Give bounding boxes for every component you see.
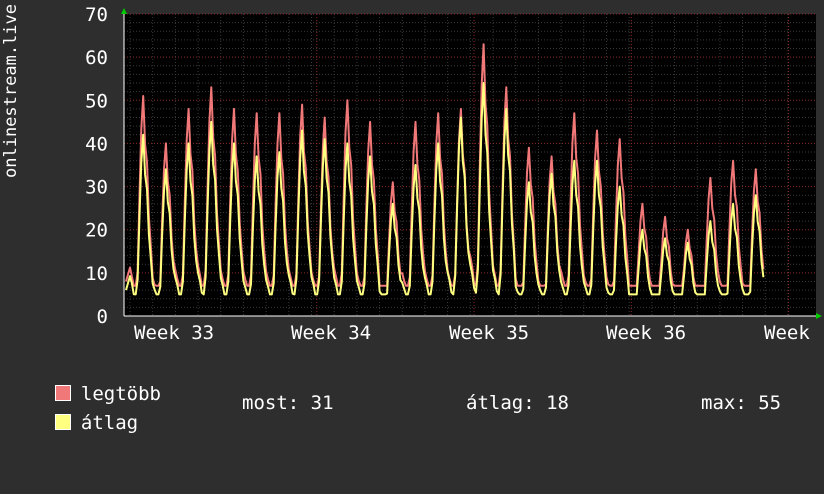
grid [124, 13, 816, 316]
stat-max: max: 55 [701, 392, 782, 414]
y-tick-label: 50 [85, 90, 108, 112]
y-axis-arrow-icon [121, 8, 127, 14]
x-axis-arrow-icon [816, 313, 822, 319]
legend-swatch-max [54, 385, 71, 401]
stat-average: átlag: 18 [466, 392, 569, 414]
y-tick-label: 60 [85, 47, 108, 69]
y-tick-label: 0 [97, 306, 108, 328]
x-tick-label: Week 33 [134, 322, 214, 340]
y-tick-label: 20 [85, 220, 108, 242]
series-lines [125, 43, 765, 296]
stat-now: most: 31 [242, 392, 334, 414]
y-tick-label: 70 [85, 4, 108, 26]
legend-item-avg: átlag most: 31 átlag: 18 max: 55 [32, 392, 812, 433]
legend-swatch-avg [54, 414, 71, 430]
y-axis-label: onlinestream.live [1, 4, 21, 178]
x-tick-label: Week [764, 322, 810, 340]
x-tick-label: Week 36 [606, 322, 686, 340]
y-tick-label: 30 [85, 177, 108, 199]
legend-item-max: legtöbb [32, 364, 161, 404]
x-tick-label: Week 35 [449, 322, 529, 340]
x-axis-ticks: Week 33 Week 34 Week 35 Week 36 Week [134, 322, 810, 340]
y-tick-label: 10 [85, 263, 108, 285]
series-line-avg [125, 82, 765, 296]
x-tick-label: Week 34 [291, 322, 371, 340]
legend-label-max: legtöbb [80, 383, 161, 405]
legend-label-avg: átlag [80, 412, 139, 434]
y-axis-ticks: 0 10 20 30 40 50 60 70 [85, 4, 108, 328]
y-tick-label: 40 [85, 133, 108, 155]
